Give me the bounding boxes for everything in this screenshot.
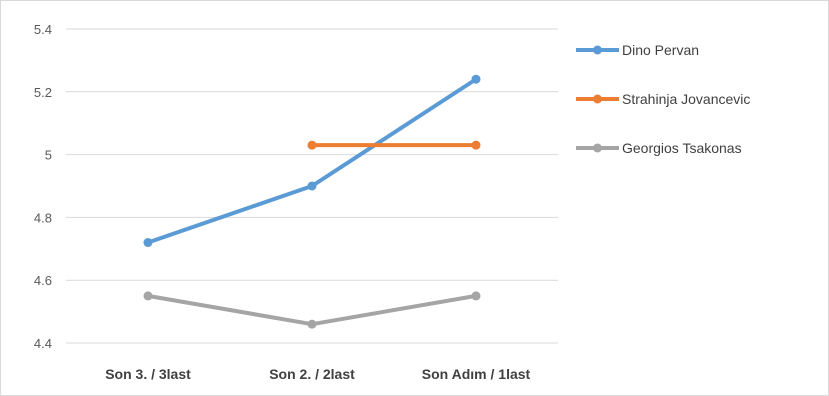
legend-label: Georgios Tsakonas [622, 140, 742, 156]
data-point [471, 291, 481, 301]
data-point [471, 74, 481, 84]
series-lines [143, 74, 481, 329]
y-tick-label: 5.4 [34, 22, 52, 37]
x-axis-tick-labels: Son 3. / 3last Son 2. / 2last Son Adım / 1… [105, 366, 530, 382]
y-tick-label: 4.6 [34, 273, 52, 288]
legend-label: Dino Pervan [622, 42, 699, 58]
y-tick-label: 4.8 [34, 210, 52, 225]
legend-label: Strahinja Jovancevic [622, 91, 750, 107]
x-tick-label: Son Adım / 1last [422, 366, 531, 382]
y-tick-label: 5 [45, 148, 52, 163]
y-tick-label: 4.4 [34, 336, 52, 351]
legend-entry: Dino Pervan [576, 42, 699, 58]
legend-marker [593, 45, 602, 55]
data-point [143, 291, 153, 301]
legend-marker [593, 94, 602, 104]
data-point [143, 238, 153, 248]
series-2 [307, 140, 481, 150]
data-point [471, 140, 481, 150]
legend-marker [593, 143, 602, 153]
data-point [307, 319, 317, 329]
x-tick-label: Son 2. / 2last [269, 366, 355, 382]
legend-entry: Georgios Tsakonas [576, 140, 742, 156]
x-tick-label: Son 3. / 3last [105, 366, 191, 382]
y-tick-label: 5.2 [34, 85, 52, 100]
series-line [147, 77, 478, 245]
series-1 [143, 74, 481, 248]
gridlines [66, 28, 558, 344]
legend-entry: Strahinja Jovancevic [576, 91, 750, 107]
y-axis-tick-labels: 5.4 5.2 5 4.8 4.6 4.4 [34, 22, 52, 351]
legend: Dino Pervan Strahinja Jovancevic Georgios … [576, 42, 750, 156]
series-3 [143, 291, 481, 329]
data-point [307, 181, 317, 191]
data-point [307, 140, 317, 150]
